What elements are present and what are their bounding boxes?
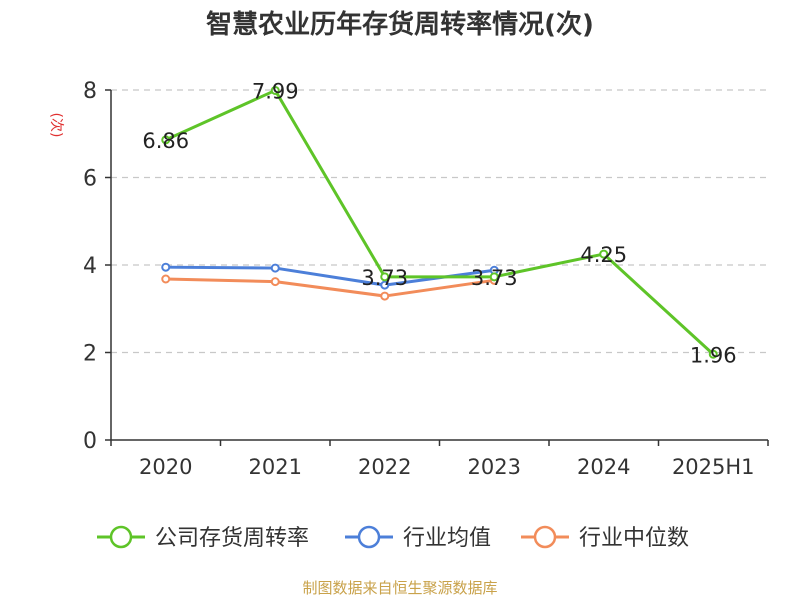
data-point bbox=[599, 249, 609, 259]
data-point bbox=[380, 272, 390, 282]
y-tick-label: 0 bbox=[83, 429, 97, 454]
data-point bbox=[380, 280, 390, 290]
data-point bbox=[270, 277, 280, 287]
legend-marker bbox=[109, 525, 133, 549]
data-labels: 6.86 7.99 3.73 3.73 4.25 1.96 bbox=[142, 79, 736, 367]
data-point bbox=[708, 349, 718, 359]
legend-marker bbox=[357, 525, 381, 549]
y-axis-label: (次) bbox=[48, 113, 64, 138]
x-tick-label: 2021 bbox=[249, 455, 302, 479]
y-tick-label: 6 bbox=[83, 167, 97, 192]
data-point bbox=[161, 135, 171, 145]
series-line bbox=[165, 88, 715, 356]
x-tick-label: 2020 bbox=[139, 455, 192, 479]
x-tick-label: 2023 bbox=[468, 455, 521, 479]
series-line bbox=[165, 277, 495, 298]
data-point bbox=[489, 272, 499, 282]
legend-marker bbox=[533, 525, 557, 549]
data-label: 1.96 bbox=[690, 343, 737, 367]
y-tick-label: 8 bbox=[83, 79, 97, 104]
y-tick-label: 2 bbox=[83, 342, 97, 367]
data-label: 3.73 bbox=[471, 266, 518, 290]
data-point bbox=[161, 274, 171, 284]
legend-label: 行业中位数 bbox=[579, 526, 689, 551]
y-tick-label: 4 bbox=[83, 254, 97, 279]
x-tick-label: 2024 bbox=[577, 455, 630, 479]
data-label: 6.86 bbox=[142, 129, 189, 153]
legend: 公司存货周转率 行业均值 行业中位数 bbox=[97, 525, 689, 551]
data-label: 4.25 bbox=[580, 243, 627, 267]
data-point bbox=[270, 85, 280, 95]
data-label: 7.99 bbox=[252, 79, 299, 103]
legend-label: 公司存货周转率 bbox=[155, 526, 309, 551]
data-point bbox=[380, 291, 390, 301]
data-point bbox=[161, 262, 171, 272]
x-tick-label: 2025H1 bbox=[672, 455, 755, 479]
data-point bbox=[270, 263, 280, 273]
legend-label: 行业均值 bbox=[403, 526, 491, 551]
data-label: 3.73 bbox=[361, 266, 408, 290]
chart-title: 智慧农业历年存货周转率情况(次) bbox=[206, 9, 594, 40]
x-tick-label: 2022 bbox=[358, 455, 411, 479]
axes: 0 2 4 6 8 2020 2021 2022 2023 2024 2025H1 bbox=[83, 79, 769, 479]
source-footer: 制图数据来自恒生聚源数据库 bbox=[302, 579, 498, 597]
series-lines bbox=[161, 85, 718, 359]
